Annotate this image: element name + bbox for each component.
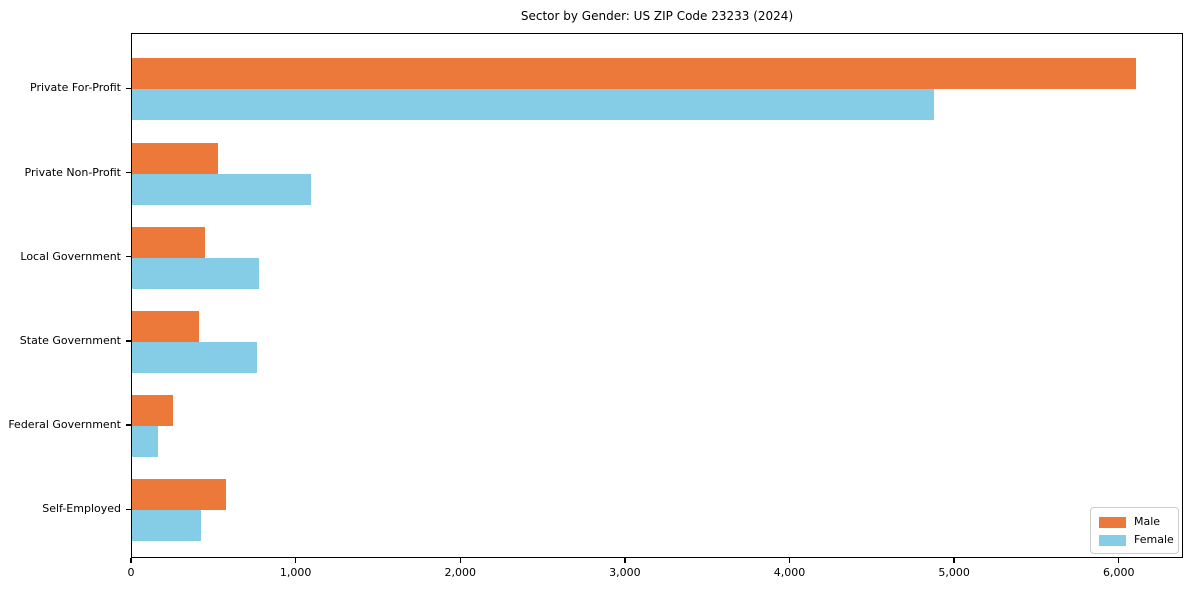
x-tick-mark <box>1118 558 1120 563</box>
female-series-swatch-icon <box>1099 534 1126 546</box>
x-tick-mark <box>624 558 626 563</box>
y-tick-label: Self-Employed <box>42 502 121 516</box>
legend-label-female: Female <box>1134 533 1174 546</box>
y-tick-mark <box>126 340 131 342</box>
male-series-swatch-icon <box>1099 516 1126 528</box>
chart-title: Sector by Gender: US ZIP Code 23233 (202… <box>520 9 794 23</box>
y-tick-label: Private For-Profit <box>30 81 121 95</box>
y-tick-mark <box>126 171 131 174</box>
y-tick-mark <box>126 256 131 258</box>
plot-area <box>131 33 1183 558</box>
x-tick-label: 0 <box>127 566 135 579</box>
x-tick-label: 1,000 <box>279 566 312 579</box>
bar-male-federal-government <box>132 395 174 427</box>
x-tick-label: 6,000 <box>1103 566 1135 579</box>
y-tick-label: Private Non-Profit <box>24 165 121 179</box>
y-tick-label: Local Government <box>20 249 121 263</box>
bar-female-private-for-profit <box>132 89 934 121</box>
x-tick-mark <box>130 558 132 563</box>
bar-female-self-employed <box>132 510 202 542</box>
y-tick-label: Federal Government <box>8 418 121 432</box>
y-tick-mark <box>126 424 131 426</box>
x-tick-mark <box>294 558 297 563</box>
x-tick-label: 3,000 <box>609 566 641 579</box>
legend-label-male: Male <box>1134 515 1161 528</box>
x-tick-mark <box>788 558 791 563</box>
x-tick-label: 4,000 <box>773 566 806 579</box>
bar-female-local-government <box>132 257 259 289</box>
legend-row-male: Male <box>1099 515 1170 529</box>
bar-male-self-employed <box>132 479 226 511</box>
x-tick-mark <box>953 558 955 563</box>
legend-row-female: Female <box>1099 533 1174 547</box>
bar-female-private-non-profit <box>132 173 312 205</box>
bar-male-local-government <box>132 226 206 258</box>
legend: Male Female <box>1090 507 1179 554</box>
y-tick-mark <box>126 508 131 510</box>
bar-male-state-government <box>132 310 200 342</box>
bar-male-private-non-profit <box>132 142 218 174</box>
x-tick-mark <box>459 558 461 563</box>
x-tick-label: 2,000 <box>444 566 477 579</box>
bar-male-private-for-profit <box>132 58 1137 90</box>
bar-female-federal-government <box>132 426 158 458</box>
y-tick-label: State Government <box>19 333 121 347</box>
y-tick-mark <box>126 87 131 89</box>
bar-female-state-government <box>132 341 258 373</box>
x-tick-label: 5,000 <box>938 566 970 579</box>
